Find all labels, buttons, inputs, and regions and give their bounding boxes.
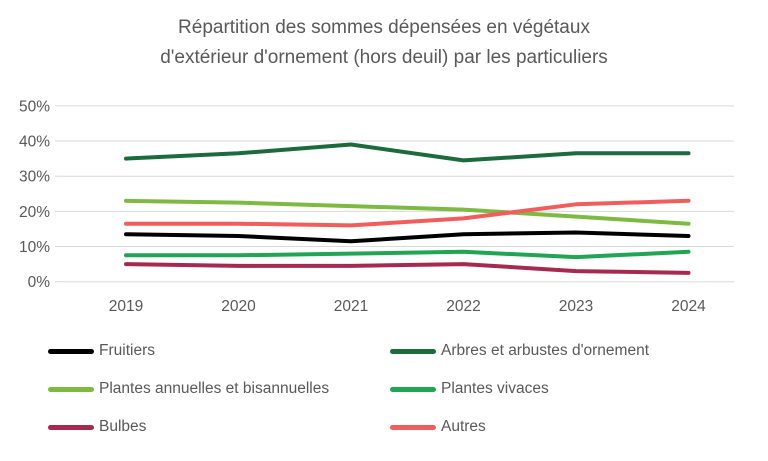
chart-legend: Fruitiers Arbres et arbustes d'ornement Pl… <box>48 339 649 439</box>
series-line-bulbes <box>124 262 691 275</box>
legend-label: Bulbes <box>99 418 147 435</box>
legend-swatch <box>390 386 436 392</box>
series-line-plantes-annuelles-et-bisannuelles <box>124 198 691 226</box>
y-axis-label: 30% <box>19 169 50 186</box>
y-axis-label: 50% <box>19 98 50 115</box>
legend-label: Arbres et arbustes d'ornement <box>441 342 650 359</box>
x-axis-label: 2023 <box>559 298 593 315</box>
legend-label: Plantes vivaces <box>441 380 549 397</box>
legend-label: Fruitiers <box>99 342 155 359</box>
x-axis-label: 2022 <box>446 298 480 315</box>
legend-label: Autres <box>441 418 486 435</box>
chart-title-line-2: d'extérieur d'ornement (hors deuil) par … <box>160 47 608 68</box>
legend-swatch <box>48 424 94 430</box>
series-line-fruitiers <box>124 230 691 244</box>
series-line-arbres-et-arbustes-d-ornement <box>124 142 691 163</box>
x-axis-label: 2019 <box>109 298 143 315</box>
chart-title: Répartition des sommes dépensées en végé… <box>0 13 768 73</box>
legend-item-plantes-annuelles-et-bisannuelles: Plantes annuelles et bisannuelles <box>48 377 390 401</box>
legend-swatch <box>390 348 436 354</box>
series-line-plantes-vivaces <box>124 249 691 260</box>
y-axis-label: 0% <box>28 274 51 291</box>
y-axis-label: 10% <box>19 239 50 256</box>
x-axis-label: 2021 <box>334 298 368 315</box>
legend-item-fruitiers: Fruitiers <box>48 339 390 363</box>
legend-swatch <box>390 424 436 430</box>
legend-item-autres: Autres <box>390 415 649 439</box>
legend-swatch <box>48 348 94 354</box>
y-axis-label: 20% <box>19 204 50 221</box>
legend-item-plantes-vivaces: Plantes vivaces <box>390 377 649 401</box>
legend-item-arbres-et-arbustes-d-ornement: Arbres et arbustes d'ornement <box>390 339 649 363</box>
legend-item-bulbes: Bulbes <box>48 415 390 439</box>
series-line-autres <box>124 198 691 228</box>
x-axis-label: 2024 <box>671 298 706 315</box>
y-axis-label: 40% <box>19 134 50 151</box>
x-axis-label: 2020 <box>221 298 256 315</box>
legend-label: Plantes annuelles et bisannuelles <box>99 380 330 397</box>
chart-title-line-1: Répartition des sommes dépensées en végé… <box>178 17 590 38</box>
legend-swatch <box>48 386 94 392</box>
